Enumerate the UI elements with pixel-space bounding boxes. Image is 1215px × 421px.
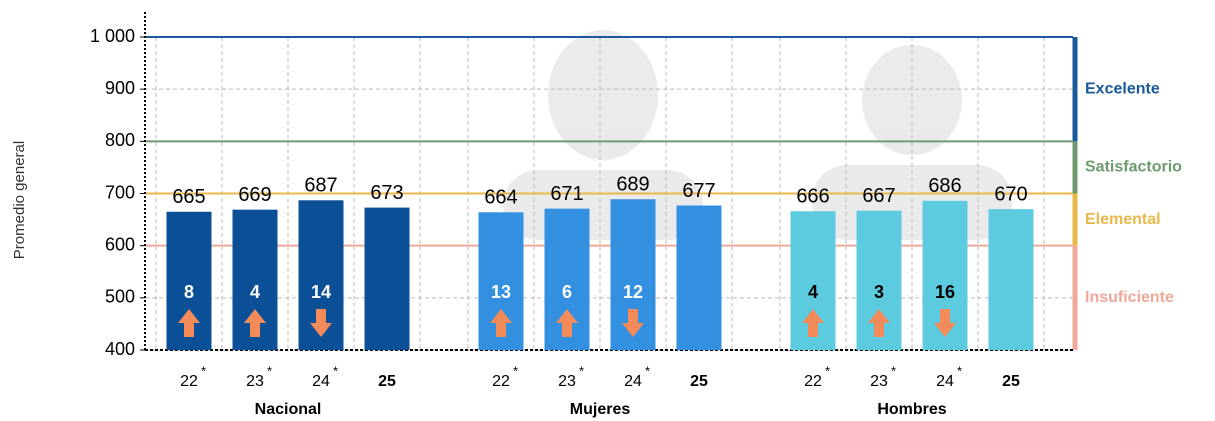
value-label: 666	[796, 186, 829, 208]
footnote-mark: *	[513, 363, 518, 378]
y-tick-label: 400	[105, 339, 135, 359]
footnote-mark: *	[891, 363, 896, 378]
y-tick-label: 600	[105, 234, 135, 254]
difference-label: 16	[935, 282, 955, 302]
level-label: Elemental	[1085, 211, 1161, 228]
x-tick-label: 22	[180, 373, 198, 390]
silhouette-body	[503, 170, 703, 240]
y-tick-label: 500	[105, 287, 135, 307]
x-tick-label: 23	[246, 373, 264, 390]
x-tick-label: 23	[870, 373, 888, 390]
group-label: Nacional	[255, 401, 322, 418]
x-tick-label: 25	[690, 373, 708, 390]
bar	[365, 208, 410, 350]
value-label: 665	[172, 186, 205, 208]
footnote-mark: *	[645, 363, 650, 378]
y-tick-label: 700	[105, 182, 135, 202]
x-tick-label: 24	[624, 373, 642, 390]
difference-label: 4	[808, 282, 818, 302]
difference-label: 8	[184, 282, 194, 302]
group-label: Mujeres	[570, 401, 631, 418]
footnote-mark: *	[267, 363, 272, 378]
difference-label: 12	[623, 282, 643, 302]
value-label: 687	[304, 175, 337, 197]
value-label: 667	[862, 185, 895, 207]
level-label: Excelente	[1085, 80, 1160, 97]
y-tick-label: 800	[105, 130, 135, 150]
bar	[989, 209, 1034, 350]
footnote-mark: *	[201, 363, 206, 378]
value-label: 669	[238, 184, 271, 206]
y-axis-label: Promedio general	[11, 141, 28, 259]
x-tick-label: 25	[378, 373, 396, 390]
value-label: 677	[682, 180, 715, 202]
x-tick-label: 25	[1002, 373, 1020, 390]
difference-label: 4	[250, 282, 260, 302]
x-tick-label: 24	[312, 373, 330, 390]
y-tick-label: 1 000	[90, 26, 135, 46]
difference-label: 14	[311, 282, 331, 302]
y-tick-label: 900	[105, 78, 135, 98]
footnote-mark: *	[333, 363, 338, 378]
x-tick-label: 23	[558, 373, 576, 390]
level-label: Satisfactorio	[1085, 159, 1182, 176]
footnote-mark: *	[579, 363, 584, 378]
value-label: 673	[370, 182, 403, 204]
value-label: 689	[616, 174, 649, 196]
level-label: Insuficiente	[1085, 289, 1174, 306]
group-label: Hombres	[877, 401, 946, 418]
value-label: 670	[994, 183, 1027, 205]
difference-label: 3	[874, 282, 884, 302]
footnote-mark: *	[825, 363, 830, 378]
bar	[677, 205, 722, 350]
footnote-mark: *	[957, 363, 962, 378]
difference-label: 13	[491, 282, 511, 302]
chart: Promedio general 400 500 600 700 800 900 1 000…	[0, 0, 1215, 421]
x-tick-label: 22	[492, 373, 510, 390]
difference-label: 6	[562, 282, 572, 302]
x-tick-label: 24	[936, 373, 954, 390]
value-label: 671	[550, 183, 583, 205]
x-tick-label: 22	[804, 373, 822, 390]
value-label: 686	[928, 175, 961, 197]
value-label: 664	[484, 187, 517, 209]
